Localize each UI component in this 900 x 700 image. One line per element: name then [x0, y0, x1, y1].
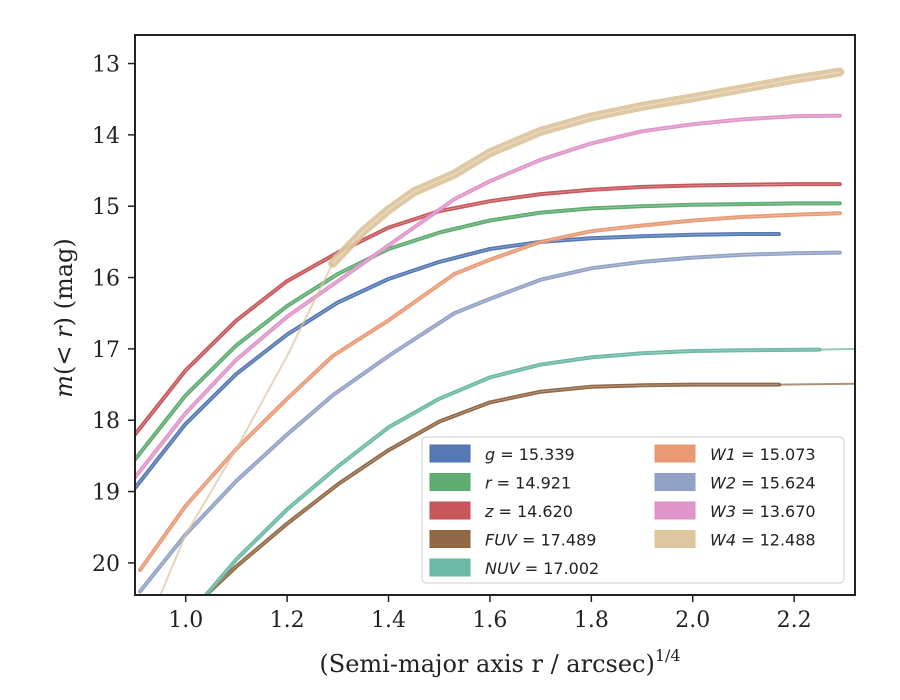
series-w3-line [135, 113, 842, 480]
series-w3-highlight [135, 115, 840, 478]
legend-frame [421, 436, 845, 584]
legend-label: W3 = 13.670 [710, 502, 816, 521]
legend-label: FUV = 17.489 [485, 531, 596, 550]
x-tick-label: 1.0 [168, 608, 203, 633]
series-w1-highlight [139, 212, 840, 571]
legend-label: z = 14.620 [484, 502, 573, 521]
y-tick-label: 15 [92, 195, 120, 220]
y-axis-ticks: 13 14 15 16 17 18 19 20 [92, 53, 135, 577]
x-tick-label: 2.2 [777, 608, 812, 633]
series-w2-highlight [139, 252, 840, 592]
series-fuv-extension [777, 382, 855, 386]
legend: g = 15.339 r = 14.921 z = 14.620 FUV = 17.4… [421, 436, 845, 584]
legend-item-w3: W3 = 13.670 [654, 501, 816, 521]
series-w4-highlight [332, 71, 840, 264]
legend-item-nuv: NUV = 17.002 [429, 558, 599, 578]
series-w1-line [138, 211, 842, 572]
legend-label: r = 14.921 [485, 474, 571, 493]
y-axis-label: m(< r) (mag) [50, 238, 78, 398]
y-tick-label: 13 [92, 53, 120, 78]
series-r-line [135, 201, 842, 462]
legend-label: W2 = 15.624 [710, 474, 816, 493]
legend-swatch [429, 558, 471, 577]
legend-swatch [654, 444, 696, 463]
series-nuv-extension [818, 347, 855, 351]
y-tick-label: 16 [92, 267, 120, 292]
y-tick-label: 18 [92, 409, 120, 434]
legend-item-w4: W4 = 12.488 [654, 530, 816, 550]
legend-item-fuv: FUV = 17.489 [429, 530, 596, 550]
legend-swatch [429, 473, 471, 491]
legend-item-z: z = 14.620 [429, 501, 573, 521]
y-tick-label: 19 [92, 481, 120, 506]
legend-swatch [429, 444, 471, 463]
legend-item-r: r = 14.921 [429, 473, 571, 493]
x-tick-label: 1.6 [472, 608, 507, 633]
x-tick-label: 1.4 [371, 608, 406, 633]
x-axis-label: (Semi-major axis r / arcsec)1/4 [319, 646, 680, 678]
series-fuv-highlight [205, 384, 779, 595]
legend-item-w2: W2 = 15.624 [654, 473, 816, 493]
y-tick-label: 14 [92, 124, 120, 149]
series-w2-line [138, 250, 842, 594]
legend-label: W1 = 15.073 [710, 445, 816, 464]
legend-swatch [429, 501, 471, 520]
series-z-line [135, 182, 842, 437]
series-z-highlight [135, 183, 840, 435]
legend-label: g = 15.339 [485, 445, 575, 464]
legend-swatch [654, 501, 696, 520]
legend-item-w1: W1 = 15.073 [654, 444, 816, 464]
x-axis-ticks: 1.0 1.2 1.4 1.6 1.8 2.0 2.2 [168, 595, 812, 633]
legend-swatch [654, 530, 696, 548]
x-tick-label: 2.0 [675, 608, 710, 633]
legend-item-g: g = 15.339 [429, 444, 575, 464]
series-fuv-line [204, 382, 781, 595]
series-w4-extension [159, 262, 334, 595]
legend-swatch [654, 473, 696, 491]
series-r-highlight [135, 202, 840, 460]
series-nuv-highlight [205, 349, 820, 595]
y-tick-label: 20 [92, 552, 120, 577]
x-tick-label: 1.8 [574, 608, 609, 633]
legend-label: W4 = 12.488 [710, 531, 816, 550]
series-w4-line [328, 67, 845, 268]
series-g-line [135, 232, 781, 490]
legend-swatch [429, 530, 471, 548]
legend-label: NUV = 17.002 [485, 559, 599, 578]
series-nuv-line [204, 347, 822, 595]
y-tick-label: 17 [92, 338, 120, 363]
x-tick-label: 1.2 [270, 608, 305, 633]
plot-lines [135, 67, 855, 595]
plot-frame [134, 34, 856, 596]
series-g-highlight [135, 233, 779, 489]
